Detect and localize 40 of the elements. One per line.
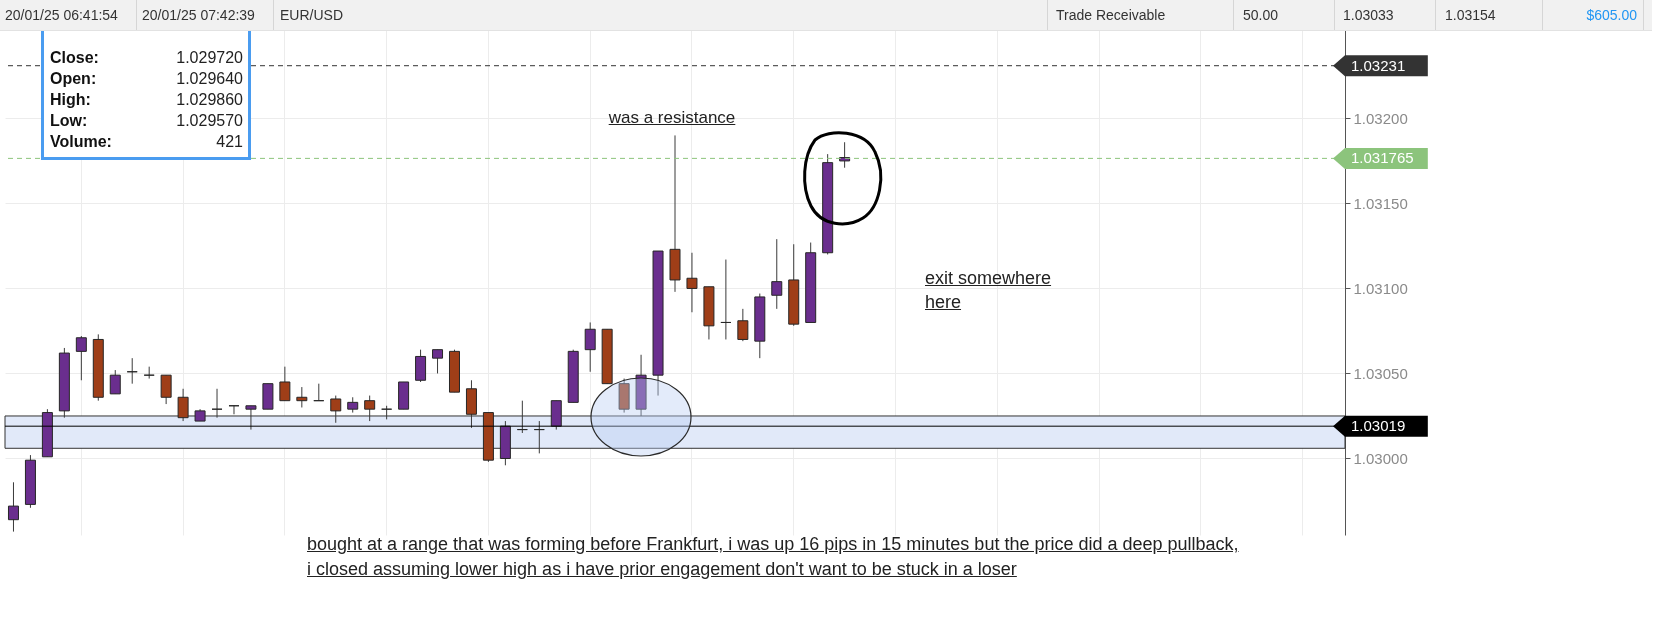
y-tick-label: 1.03000 <box>1353 449 1408 467</box>
candlestick <box>7 481 19 533</box>
ref-line-label: 1.031765 <box>1351 149 1414 167</box>
y-tick-label: 1.03100 <box>1353 279 1408 297</box>
candlestick <box>839 141 851 169</box>
candlestick <box>771 238 783 310</box>
candlestick <box>126 357 138 385</box>
annotation: Low: <box>50 111 88 131</box>
candlestick <box>686 252 698 313</box>
ref-line-label: 1.03231 <box>1351 56 1406 74</box>
candlestick <box>313 383 325 402</box>
annotation: Close: <box>50 48 99 68</box>
annotation: bought at a range that was forming before Frankfurt, i was up 16 pips in 15 minutes but the price did a deep pullback, <box>307 533 1239 556</box>
candlestick <box>75 335 87 381</box>
annotation: 1.029570 <box>176 111 243 131</box>
candlestick <box>584 321 596 373</box>
annotation: Open: <box>50 69 97 89</box>
y-tick-label: 1.03200 <box>1353 109 1408 127</box>
header-bar: 20/01/25 06:41:54 20/01/25 07:42:39 EUR/USD Trade Receivable 50.00 1.03033 1.03154 $605.00 <box>0 0 1652 31</box>
annotation: Volume: <box>50 132 112 152</box>
annotation: 1.029720 <box>176 48 243 68</box>
ref-line-label: 1.03019 <box>1351 417 1406 435</box>
y-tick-label: 1.03150 <box>1353 194 1408 212</box>
candlestick <box>143 366 155 380</box>
annotation: 1.029640 <box>176 69 243 89</box>
candlestick <box>415 349 427 383</box>
candlestick <box>432 349 444 374</box>
candlestick <box>109 369 121 395</box>
y-tick-label: 1.03050 <box>1353 364 1408 382</box>
candlestick <box>720 259 732 340</box>
text: i closed assuming lower high as i have prior engagement don't want to be stuck in a loser <box>307 558 1017 581</box>
candlestick <box>296 386 308 408</box>
annotation: 1.029860 <box>176 90 243 110</box>
annotation: exit somewhere here <box>925 267 1053 314</box>
annotation: High: <box>50 90 91 110</box>
annotation: was a resistance <box>608 107 736 129</box>
candlestick <box>737 308 749 342</box>
annotation: 421 <box>216 132 243 152</box>
candlestick <box>160 374 172 405</box>
candlestick <box>279 366 291 402</box>
